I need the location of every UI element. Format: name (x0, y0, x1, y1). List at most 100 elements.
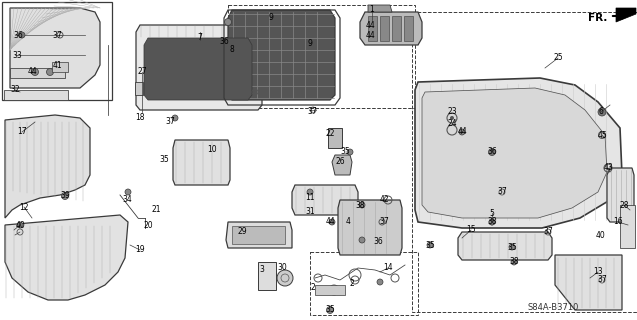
Polygon shape (315, 285, 345, 295)
Text: 44: 44 (457, 127, 467, 137)
Text: 10: 10 (207, 146, 217, 155)
Text: 16: 16 (613, 218, 623, 227)
Text: 35: 35 (507, 243, 517, 252)
Text: 9: 9 (308, 38, 312, 47)
Text: 37: 37 (307, 108, 317, 116)
Polygon shape (5, 215, 128, 300)
Circle shape (598, 108, 606, 116)
Text: 44: 44 (325, 218, 335, 227)
Text: 22: 22 (326, 129, 335, 138)
Polygon shape (368, 5, 392, 12)
Circle shape (509, 244, 515, 250)
Text: 42: 42 (379, 196, 389, 204)
Text: 38: 38 (487, 218, 497, 227)
Polygon shape (620, 205, 635, 248)
Circle shape (450, 116, 454, 120)
Text: 5: 5 (490, 209, 494, 218)
Text: 44: 44 (365, 20, 375, 29)
Text: 29: 29 (237, 228, 247, 236)
Circle shape (224, 19, 231, 26)
Text: 18: 18 (135, 114, 145, 123)
Text: 32: 32 (10, 85, 20, 94)
Circle shape (17, 222, 23, 228)
Polygon shape (292, 185, 358, 215)
Text: 38: 38 (355, 201, 365, 210)
Text: 35: 35 (425, 241, 435, 250)
Polygon shape (555, 255, 622, 310)
Circle shape (489, 219, 495, 225)
Text: 9: 9 (269, 13, 273, 22)
Polygon shape (136, 25, 262, 110)
Text: S84A-B3710: S84A-B3710 (527, 303, 578, 313)
Text: 37: 37 (379, 218, 389, 227)
Text: 36: 36 (487, 148, 497, 156)
Text: 35: 35 (340, 148, 350, 156)
Circle shape (19, 32, 25, 38)
Polygon shape (5, 115, 90, 218)
Text: 39: 39 (60, 191, 70, 201)
Bar (392, 16, 401, 41)
Circle shape (427, 242, 433, 248)
Text: 14: 14 (383, 263, 393, 273)
Text: 44: 44 (27, 68, 37, 76)
Polygon shape (226, 222, 292, 248)
Text: 37: 37 (165, 117, 175, 126)
Bar (404, 16, 413, 41)
Text: 37: 37 (543, 228, 553, 236)
Polygon shape (135, 82, 143, 95)
Text: 27: 27 (137, 68, 147, 76)
Text: 37: 37 (597, 276, 607, 284)
Text: 23: 23 (447, 108, 457, 116)
Circle shape (172, 115, 178, 121)
Polygon shape (616, 8, 636, 22)
Text: 38: 38 (509, 258, 519, 267)
Text: 35: 35 (325, 306, 335, 315)
Polygon shape (422, 88, 607, 218)
Text: 41: 41 (52, 60, 62, 69)
Text: 21: 21 (151, 205, 161, 214)
Text: 35: 35 (159, 156, 169, 164)
Text: 24: 24 (447, 119, 457, 129)
Circle shape (62, 193, 69, 199)
Bar (258, 262, 276, 290)
Text: 44: 44 (365, 31, 375, 41)
Polygon shape (144, 38, 252, 100)
Text: 2: 2 (311, 284, 315, 292)
Text: 37: 37 (497, 188, 507, 196)
Circle shape (47, 68, 54, 76)
Bar (368, 16, 377, 41)
Circle shape (23, 20, 27, 24)
Text: 36: 36 (219, 37, 229, 46)
Text: 40: 40 (595, 230, 605, 239)
Text: 34: 34 (122, 196, 132, 204)
Text: 1: 1 (369, 4, 375, 13)
Polygon shape (415, 78, 622, 228)
Polygon shape (232, 226, 285, 244)
Text: 33: 33 (12, 51, 22, 60)
Text: 30: 30 (277, 263, 287, 273)
Text: 7: 7 (197, 33, 203, 42)
Text: 37: 37 (52, 30, 62, 39)
Text: 8: 8 (229, 45, 234, 54)
Circle shape (327, 307, 334, 314)
Text: 45: 45 (597, 131, 607, 140)
Text: 43: 43 (603, 164, 613, 172)
Circle shape (125, 189, 131, 195)
Text: 15: 15 (466, 226, 476, 235)
Polygon shape (360, 12, 422, 45)
Text: 25: 25 (553, 53, 563, 62)
Polygon shape (173, 140, 230, 185)
Text: 11: 11 (305, 194, 315, 203)
Text: FR.: FR. (589, 13, 608, 23)
Text: 31: 31 (305, 207, 315, 217)
Text: 28: 28 (619, 201, 629, 210)
Text: 26: 26 (335, 157, 345, 166)
Circle shape (31, 68, 38, 76)
Circle shape (329, 219, 335, 225)
Circle shape (277, 270, 293, 286)
Text: 2: 2 (350, 278, 354, 287)
Text: 12: 12 (19, 203, 29, 212)
Polygon shape (4, 90, 68, 100)
Text: 13: 13 (593, 268, 603, 276)
Polygon shape (332, 155, 352, 175)
